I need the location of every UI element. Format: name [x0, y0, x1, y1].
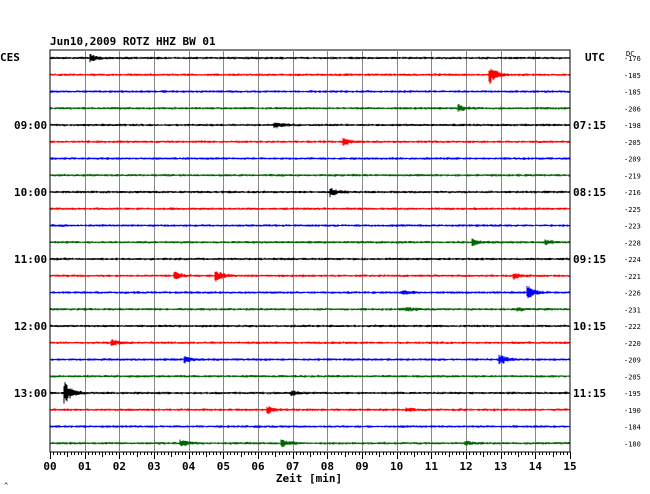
left-timezone-label: CES — [0, 51, 20, 64]
trace-5 — [50, 137, 570, 146]
trace-20 — [50, 382, 570, 404]
trace-2 — [50, 90, 570, 93]
dc-value: -219 — [624, 172, 641, 180]
right-hour-label: 07:15 — [573, 119, 606, 132]
dc-value: -228 — [624, 239, 641, 247]
x-tick-label: 06 — [251, 460, 265, 473]
dc-value: -224 — [624, 256, 641, 264]
x-tick-label: 04 — [182, 460, 196, 473]
left-hour-label: 11:00 — [14, 253, 47, 266]
x-tick-label: 12 — [459, 460, 472, 473]
x-tick-label: 15 — [563, 460, 576, 473]
x-tick-label: 00 — [43, 460, 56, 473]
x-tick-label: 07 — [286, 460, 299, 473]
dc-value: -216 — [624, 189, 641, 197]
trace-8 — [50, 188, 570, 198]
left-hour-label: 09:00 — [14, 119, 47, 132]
dc-value: -185 — [624, 89, 641, 97]
plot-frame — [49, 49, 571, 453]
trace-6 — [50, 157, 570, 160]
trace-4 — [50, 122, 570, 129]
dc-value: -209 — [624, 357, 641, 365]
traces — [50, 54, 570, 448]
right-hour-label: 10:15 — [573, 320, 606, 333]
trace-10 — [50, 224, 570, 227]
dc-value: -221 — [624, 273, 641, 281]
right-hour-label: 11:15 — [573, 387, 606, 400]
dc-value: -220 — [624, 340, 641, 348]
trace-19 — [50, 374, 570, 378]
dc-value: -226 — [624, 290, 641, 298]
trace-7 — [50, 173, 570, 177]
x-tick-label: 10 — [390, 460, 403, 473]
dc-value: -205 — [624, 139, 641, 147]
x-tick-label: 05 — [217, 460, 230, 473]
trace-15 — [50, 306, 570, 312]
trace-23 — [50, 439, 570, 448]
dc-value: -222 — [624, 323, 641, 331]
dc-label: DC — [626, 50, 634, 58]
dc-value: -198 — [624, 122, 641, 130]
left-hour-label: 10:00 — [14, 186, 47, 199]
dc-value: -176 — [624, 55, 641, 63]
trace-12 — [50, 257, 570, 261]
dc-value: -231 — [624, 306, 641, 314]
dc-value: -184 — [624, 424, 641, 432]
labels: 00 01 02 03 04 05 06 07 08 09 10 11 12 13 14 15 -176 -185… — [14, 55, 641, 473]
left-hour-label: 12:00 — [14, 320, 47, 333]
trace-9 — [50, 207, 570, 211]
right-hour-label: 08:15 — [573, 186, 606, 199]
x-tick-label: 09 — [355, 460, 368, 473]
dc-value: -195 — [624, 390, 641, 398]
dc-value: -225 — [624, 206, 641, 214]
trace-1 — [50, 68, 570, 84]
x-tick-label: 11 — [425, 460, 439, 473]
right-timezone-label: UTC — [585, 51, 605, 64]
x-tick-label: 08 — [321, 460, 334, 473]
dc-value: -190 — [624, 407, 641, 415]
trace-21 — [50, 406, 570, 414]
trace-17 — [50, 339, 570, 346]
grid — [49, 49, 571, 459]
trace-3 — [50, 103, 570, 112]
x-tick-label: 02 — [113, 460, 126, 473]
x-tick-label: 14 — [529, 460, 543, 473]
trace-0 — [50, 54, 570, 63]
x-tick-label: 03 — [147, 460, 160, 473]
left-hour-label: 13:00 — [14, 387, 47, 400]
dc-value: -185 — [624, 72, 641, 80]
x-axis-label: Zeit [min] — [276, 472, 342, 485]
x-tick-label: 01 — [78, 460, 92, 473]
trace-18 — [50, 354, 570, 365]
dc-value: -180 — [624, 440, 641, 448]
right-hour-label: 09:15 — [573, 253, 606, 266]
dc-value: -205 — [624, 373, 641, 381]
dc-value: -223 — [624, 223, 641, 231]
trace-22 — [50, 425, 570, 428]
trace-11 — [50, 238, 570, 247]
trace-13 — [50, 271, 570, 282]
x-tick-label: 13 — [494, 460, 507, 473]
dc-value: -209 — [624, 156, 641, 164]
trace-16 — [50, 324, 570, 328]
trace-14 — [50, 286, 570, 299]
dc-value: -206 — [624, 105, 641, 113]
corner-mark: ^ — [4, 482, 8, 490]
chart-title: Jun10,2009 ROTZ HHZ BW 01 — [50, 35, 216, 48]
